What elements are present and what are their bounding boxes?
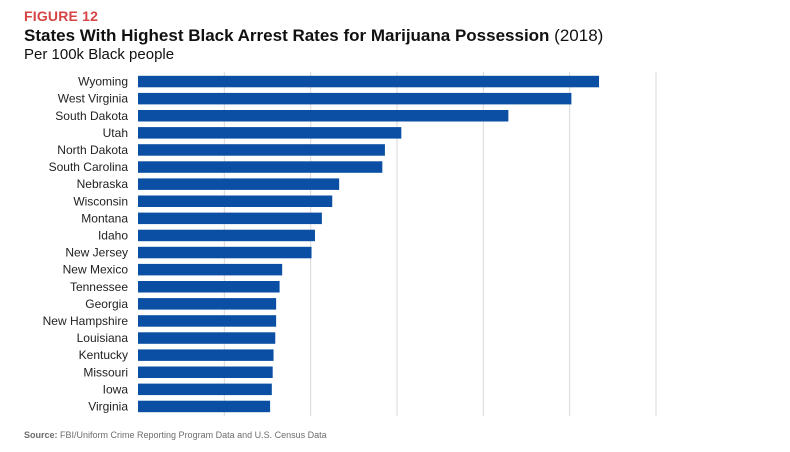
bar-west-virginia: [138, 92, 572, 105]
bars: [138, 75, 600, 413]
bar-missouri: [138, 366, 273, 378]
bar-georgia: [138, 298, 277, 310]
bar-north-dakota: [138, 144, 385, 156]
category-label: Wyoming: [78, 75, 128, 89]
bar-new-jersey: [138, 246, 312, 259]
bar-south-carolina: [138, 161, 383, 173]
bar-virginia: [138, 400, 271, 413]
bar-wisconsin: [138, 195, 333, 207]
chart-subtitle: Per 100k Black people: [24, 46, 175, 63]
category-label: South Carolina: [49, 160, 129, 174]
category-label: Kentucky: [79, 348, 128, 362]
bar-idaho: [138, 229, 315, 242]
category-label: North Dakota: [57, 143, 128, 157]
category-label: New Jersey: [65, 246, 128, 260]
bar-nebraska: [138, 178, 340, 190]
category-labels: Wyoming West Virginia South Dakota Utah Nort…: [43, 75, 129, 414]
bar-tennessee: [138, 281, 280, 293]
category-label: Louisiana: [77, 331, 129, 345]
chart-title-year: (2018): [554, 26, 604, 45]
category-label: Idaho: [98, 228, 128, 242]
category-label: Tennessee: [70, 280, 128, 294]
category-label: Nebraska: [77, 177, 129, 191]
bar-utah: [138, 127, 402, 139]
source-text: FBI/Uniform Crime Reporting Program Data…: [60, 430, 327, 440]
chart-title-text: States With Highest Black Arrest Rates f…: [24, 26, 550, 45]
bar-south-dakota: [138, 110, 509, 122]
figure-label: FIGURE 12: [24, 8, 99, 24]
bar-new-hampshire: [138, 315, 277, 327]
category-label: New Hampshire: [43, 314, 129, 328]
bar-wyoming: [138, 75, 600, 88]
category-label: New Mexico: [63, 263, 129, 277]
gridlines: [223, 72, 657, 416]
category-label: West Virginia: [58, 92, 129, 106]
category-label: Iowa: [103, 382, 129, 396]
category-label: Virginia: [88, 399, 128, 413]
category-label: Wisconsin: [73, 194, 128, 208]
bar-montana: [138, 212, 322, 225]
category-label: Missouri: [83, 365, 128, 379]
category-label: South Dakota: [55, 109, 128, 123]
bar-iowa: [138, 383, 272, 396]
bar-louisiana: [138, 332, 276, 344]
source-prefix: Source:: [24, 430, 58, 440]
category-label: Utah: [103, 126, 128, 140]
category-label: Georgia: [85, 297, 128, 311]
bar-kentucky: [138, 349, 274, 361]
chart-title: States With Highest Black Arrest Rates f…: [24, 26, 603, 46]
bar-new-mexico: [138, 263, 283, 276]
category-label: Montana: [81, 211, 128, 225]
source-note: Source: FBI/Uniform Crime Reporting Prog…: [24, 430, 327, 440]
